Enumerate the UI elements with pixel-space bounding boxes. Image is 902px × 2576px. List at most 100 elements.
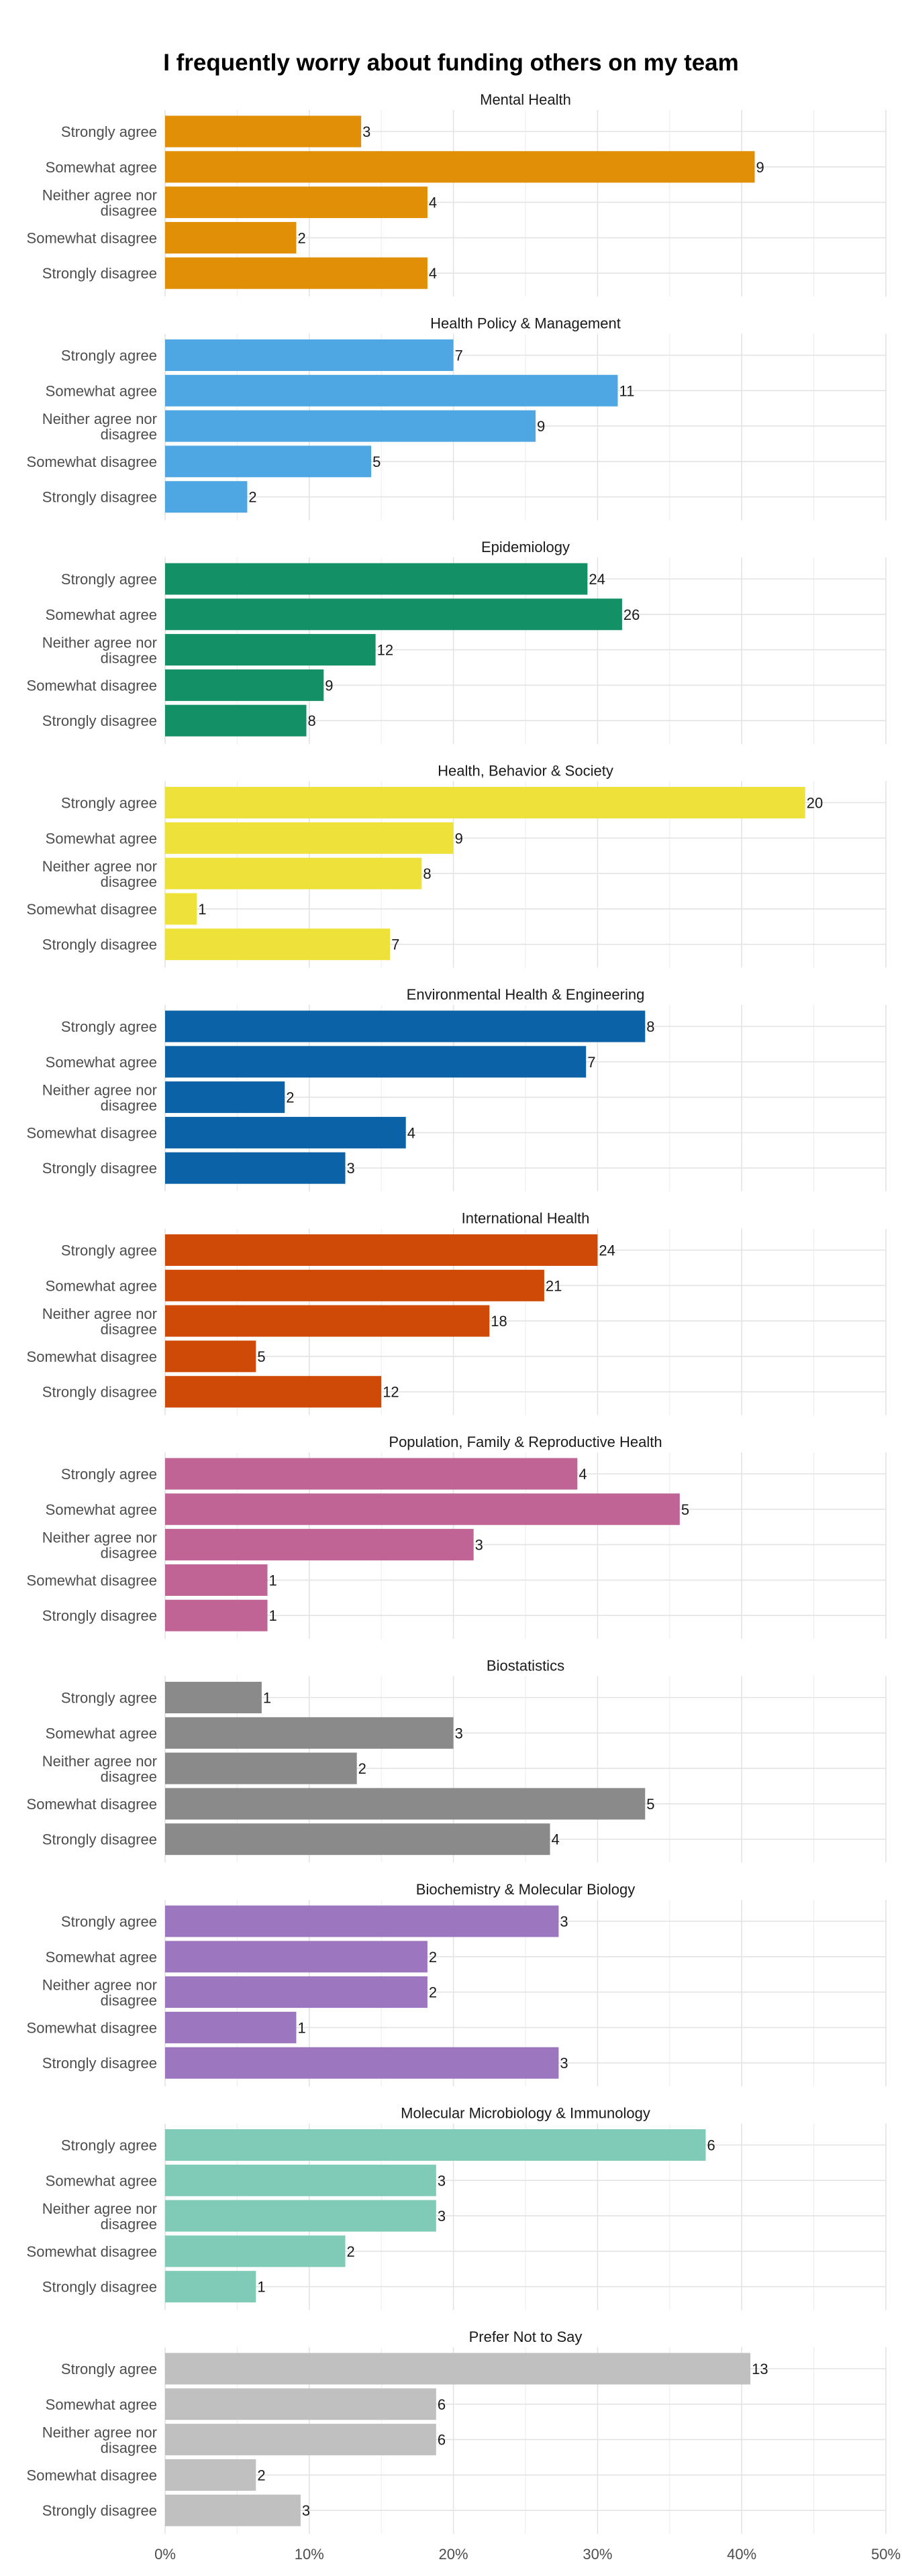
bar	[165, 2494, 301, 2526]
bar	[165, 339, 454, 371]
bar	[165, 1458, 578, 1490]
category-label: Strongly agree	[61, 1466, 157, 1483]
category-label: Strongly disagree	[42, 936, 157, 953]
facet-panel: Health, Behavior & Society Strongly agree…	[27, 763, 887, 968]
category-label: Strongly agree	[61, 347, 157, 364]
category-label: Somewhat agree	[46, 606, 157, 623]
bar-count-label: 18	[491, 1313, 507, 1330]
bar	[165, 1081, 285, 1114]
bar-count-label: 8	[308, 712, 316, 729]
category-label: Strongly disagree	[42, 2502, 157, 2519]
bar-count-label: 2	[257, 2467, 265, 2483]
bar-count-label: 3	[302, 2502, 310, 2519]
bar-count-label: 4	[552, 1831, 560, 1848]
category-label: Strongly agree	[61, 2361, 157, 2377]
bar	[165, 115, 362, 148]
bar-count-label: 12	[383, 1384, 399, 1401]
bar-count-label: 21	[546, 1277, 562, 1294]
category-label: Strongly agree	[61, 123, 157, 140]
bar-count-label: 4	[579, 1466, 587, 1483]
bar	[165, 1046, 587, 1078]
bar	[165, 2388, 436, 2420]
bar	[165, 822, 454, 854]
bar-count-label: 3	[560, 2055, 568, 2072]
x-tick-label: 10%	[295, 2546, 324, 2563]
bar-count-label: 1	[263, 1690, 271, 1707]
facet-panel: Prefer Not to Say Strongly agree 13 Somewha…	[27, 2328, 887, 2534]
category-label: Neither agree nor disagree	[42, 635, 157, 667]
facet-label: Biostatistics	[487, 1658, 564, 1674]
bar-count-label: 6	[707, 2137, 715, 2154]
category-label: Neither agree nor disagree	[42, 858, 157, 890]
category-label: Somewhat agree	[46, 159, 157, 176]
bar-count-label: 2	[286, 1089, 294, 1106]
bar	[165, 1152, 346, 1184]
category-label: Strongly disagree	[42, 712, 157, 729]
category-label: Somewhat disagree	[27, 1124, 157, 1141]
bar	[165, 221, 297, 254]
facet-label: Biochemistry & Molecular Biology	[416, 1881, 635, 1898]
bar-count-label: 5	[646, 1796, 654, 1813]
bar-count-label: 9	[756, 159, 764, 176]
bar	[165, 1823, 550, 1856]
facet-panel: Health Policy & Management Strongly agree…	[27, 315, 887, 521]
category-label: Neither agree nor disagree	[42, 1529, 157, 1562]
bar-count-label: 7	[587, 1054, 595, 1071]
facet-panel: International Health Strongly agree 24 Some…	[27, 1210, 887, 1415]
x-tick-label: 50%	[871, 2546, 901, 2563]
bar	[165, 257, 428, 289]
facet-label: Health Policy & Management	[430, 315, 621, 332]
bar-count-label: 3	[475, 1537, 483, 1554]
bar	[165, 1376, 382, 1408]
bar	[165, 1305, 490, 1337]
bar	[165, 481, 248, 513]
facet-label: Mental Health	[480, 91, 571, 108]
category-label: Neither agree nor disagree	[42, 1305, 157, 1338]
bar	[165, 787, 805, 818]
bar-count-label: 5	[257, 1348, 265, 1365]
bar	[165, 1599, 268, 1631]
x-tick-label: 30%	[583, 2546, 612, 2563]
category-label: Strongly agree	[61, 1242, 157, 1259]
bar-count-label: 2	[429, 1984, 437, 2001]
category-label: Strongly disagree	[42, 1384, 157, 1401]
bar-count-label: 3	[438, 2208, 446, 2224]
bar-count-label: 11	[619, 382, 634, 399]
bar	[165, 1010, 646, 1042]
bar-count-label: 3	[347, 1160, 355, 1177]
facet-label: Population, Family & Reproductive Health	[389, 1434, 662, 1450]
chart-title: I frequently worry about funding others …	[163, 50, 739, 76]
bar-count-label: 4	[429, 195, 437, 211]
bar	[165, 1340, 256, 1373]
bar	[165, 410, 536, 442]
bar-count-label: 3	[438, 2172, 446, 2189]
bar	[165, 1493, 680, 1525]
bar-count-label: 4	[429, 265, 437, 282]
category-label: Somewhat disagree	[27, 229, 157, 246]
bar-count-label: 2	[297, 229, 305, 246]
bar	[165, 2129, 706, 2161]
bar-count-label: 5	[681, 1501, 689, 1518]
bar	[165, 1682, 262, 1713]
bar-count-label: 6	[438, 2432, 446, 2449]
facet-panel: Mental Health Strongly agree 3 Somewhat agr…	[27, 91, 887, 297]
category-label: Somewhat agree	[46, 2396, 157, 2413]
bar	[165, 186, 428, 219]
bar-count-label: 2	[347, 2243, 355, 2260]
bar-count-label: 2	[429, 1949, 437, 1966]
x-tick-label: 20%	[439, 2546, 468, 2563]
category-label: Somewhat disagree	[27, 2243, 157, 2260]
category-label: Strongly disagree	[42, 1160, 157, 1177]
bar	[165, 1941, 428, 1973]
category-label: Somewhat agree	[46, 1501, 157, 1518]
bar-count-label: 24	[589, 571, 605, 588]
bar	[165, 1717, 454, 1749]
facet-panel: Biostatistics Strongly agree 1 Somewhat agr…	[27, 1658, 887, 1863]
category-label: Somewhat disagree	[27, 2019, 157, 2036]
bar-count-label: 6	[438, 2396, 446, 2413]
x-tick-label: 40%	[727, 2546, 756, 2563]
facet-label: Prefer Not to Say	[469, 2328, 583, 2345]
bar	[165, 2459, 256, 2491]
category-label: Somewhat disagree	[27, 1572, 157, 1589]
facet-panel: Biochemistry & Molecular Biology Strongly…	[27, 1881, 887, 2086]
